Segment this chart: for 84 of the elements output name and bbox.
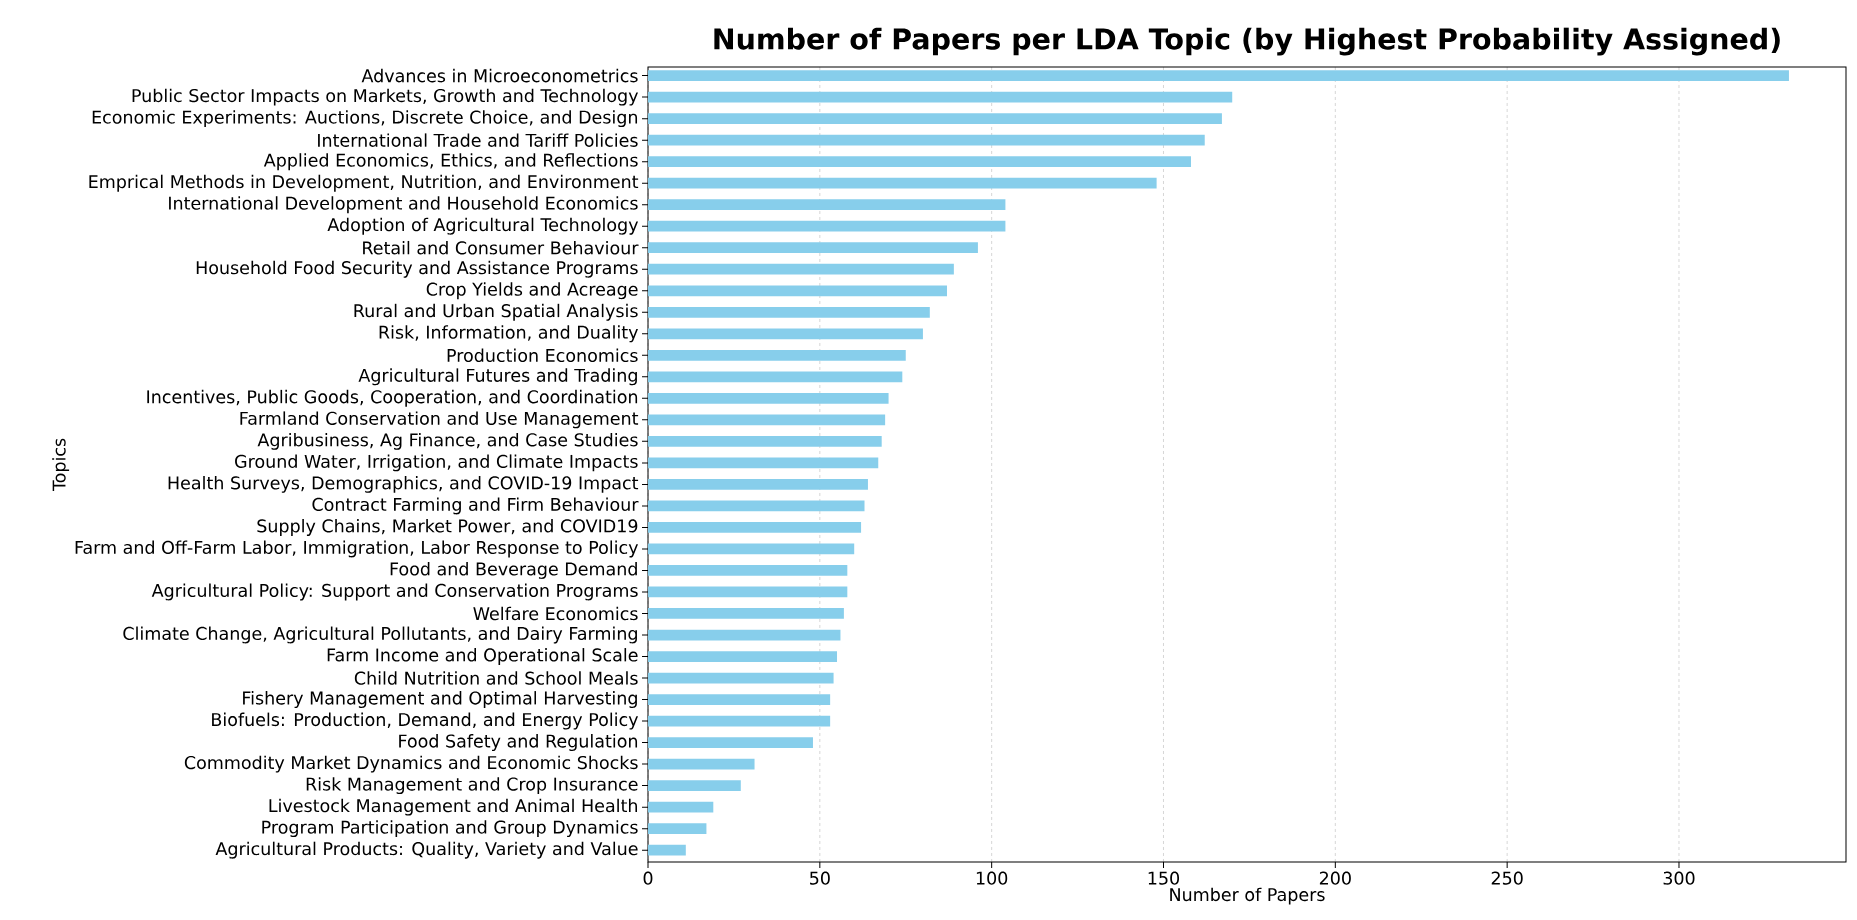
- y-tick-label: Program Participation and Group Dynamics: [262, 820, 638, 838]
- bar: [648, 479, 868, 490]
- y-tick-label: Adoption of Agricultural Technology: [327, 217, 639, 235]
- bar: [648, 220, 1006, 232]
- bar: [648, 156, 1191, 168]
- bar: [648, 629, 841, 641]
- bar: [648, 500, 865, 512]
- x-tick-label: 250: [1491, 871, 1523, 885]
- bar: [648, 565, 848, 576]
- y-tick-label: Agricultural Futures and Trading: [358, 368, 637, 386]
- bar: [648, 737, 813, 748]
- x-tick-label: 50: [810, 871, 830, 885]
- bar: [648, 758, 755, 770]
- bar: [648, 242, 978, 254]
- y-tick-label: Food Safety and Regulation: [399, 734, 638, 752]
- y-axis-title: Topics: [52, 438, 70, 492]
- y-tick-label: Rural and Urban Spatial Analysis: [354, 303, 638, 321]
- x-tick-label: 300: [1663, 871, 1695, 885]
- y-tick-label: Emprical Methods in Development, Nutrition, and Environment: [89, 174, 639, 192]
- bar: [648, 608, 844, 619]
- bar: [648, 199, 1006, 211]
- y-tick-label: Climate Change, Agricultural Pollutants, and Dairy Farming: [123, 626, 637, 644]
- y-tick-label: Incentives, Public Goods, Cooperation, and Coordination: [147, 389, 638, 407]
- y-tick-label: International Development and Household Economics: [169, 196, 638, 214]
- bar: [648, 694, 831, 705]
- x-tick-label: 100: [976, 871, 1008, 885]
- bar: [648, 672, 834, 684]
- bar: [648, 70, 1789, 81]
- y-tick-label: Agribusiness, Ag Finance, and Case Studies: [257, 432, 638, 450]
- bar: [648, 349, 906, 361]
- bar: [648, 543, 855, 555]
- y-tick-label: Public Sector Impacts on Markets, Growth and Technology: [132, 88, 639, 106]
- y-tick-label: Applied Economics, Ethics, and Reflections: [263, 153, 638, 171]
- bar: [648, 371, 903, 383]
- y-tick-label: International Trade and Tariff Policies: [318, 133, 638, 147]
- bar: [648, 177, 1157, 189]
- bar: [648, 328, 923, 340]
- y-tick-label: Health Surveys, Demographics, and COVID-19 Impact: [168, 475, 639, 493]
- bar: [648, 715, 831, 727]
- bar: [648, 435, 882, 447]
- y-tick-label: Farmland Conservation and Use Management: [240, 411, 639, 429]
- y-tick-label: Risk, Information, and Duality: [379, 325, 638, 343]
- bar: [648, 91, 1233, 103]
- y-tick-label: Economic Experiments: Auctions, Discrete Choice, and Design: [92, 110, 638, 128]
- bar: [648, 780, 741, 791]
- x-tick-label: 200: [1319, 871, 1351, 885]
- y-tick-label: Fishery Management and Optimal Harvesting: [243, 691, 637, 709]
- y-tick-label: Supply Chains, Market Power, and COVID19: [257, 518, 638, 536]
- y-tick-label: Commodity Market Dynamics and Economic Shocks: [184, 755, 638, 773]
- y-tick-label: Welfare Economics: [473, 606, 638, 621]
- chart-title: Number of Papers per LDA Topic (by Highest Probability Assigned): [714, 27, 1780, 56]
- y-tick-label: Household Food Security and Assistance Programs: [196, 260, 638, 278]
- bar: [648, 801, 714, 813]
- y-tick-label: Risk Management and Crop Insurance: [306, 777, 638, 795]
- bar: [648, 306, 930, 318]
- y-tick-label: Farm and Off-Farm Labor, Immigration, Labor Response to Policy: [75, 540, 638, 558]
- bar: [648, 113, 1222, 125]
- y-tick-label: Livestock Management and Animal Health: [269, 798, 637, 816]
- y-tick-label: Production Economics: [447, 348, 638, 363]
- bar: [648, 844, 686, 856]
- y-tick-label: Ground Water, Irrigation, and Climate Impacts: [235, 454, 638, 472]
- bar: [648, 285, 947, 297]
- bar: [648, 392, 889, 404]
- bar: [648, 586, 848, 598]
- y-tick-label: Child Nutrition and School Meals: [354, 671, 638, 685]
- y-tick-label: Agricultural Policy: Support and Conservation Programs: [151, 583, 638, 601]
- y-tick-label: Food and Beverage Demand: [390, 561, 637, 579]
- y-tick-label: Contract Farming and Firm Behaviour: [312, 497, 639, 515]
- y-tick-label: Retail and Consumer Behaviour: [363, 240, 639, 255]
- x-tick-label: 0: [643, 871, 653, 885]
- bar: [648, 457, 879, 469]
- bar: [648, 651, 838, 662]
- bar: [648, 414, 886, 426]
- y-tick-label: Farm Income and Operational Scale: [327, 648, 638, 665]
- y-tick-label: Agricultural Products: Quality, Variety and Value: [215, 841, 638, 859]
- bar: [648, 823, 707, 835]
- bar: [648, 134, 1205, 146]
- bar: [648, 522, 862, 533]
- y-tick-label: Crop Yields and Acreage: [426, 282, 638, 300]
- y-tick-label: Biofuels: Production, Demand, and Energy Policy: [212, 712, 639, 730]
- x-tick-label: 150: [1148, 871, 1180, 885]
- bar: [648, 263, 954, 275]
- x-axis-title: Number of Papers: [1170, 887, 1325, 905]
- y-tick-label: Advances in Microeconometrics: [361, 68, 638, 83]
